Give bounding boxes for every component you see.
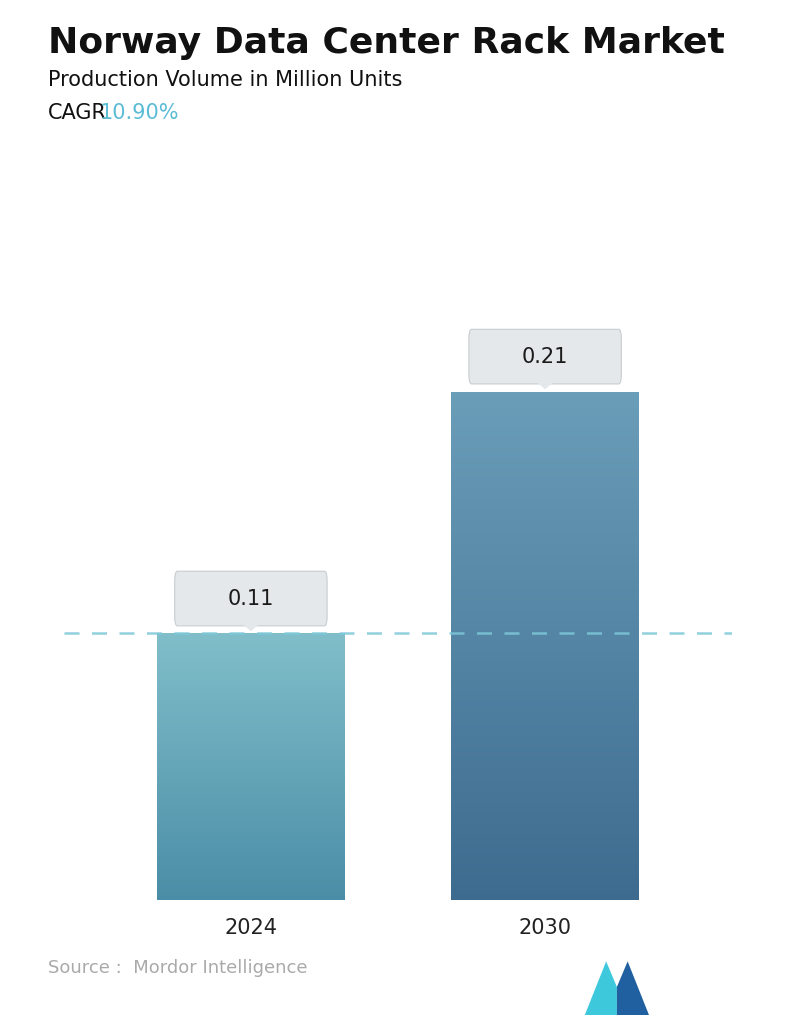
Text: CAGR: CAGR (48, 103, 107, 123)
Polygon shape (234, 616, 267, 631)
Polygon shape (529, 374, 562, 389)
Text: Source :  Mordor Intelligence: Source : Mordor Intelligence (48, 960, 307, 977)
Text: Norway Data Center Rack Market: Norway Data Center Rack Market (48, 26, 724, 60)
Text: 0.21: 0.21 (522, 346, 568, 367)
Polygon shape (617, 962, 649, 1015)
FancyBboxPatch shape (469, 329, 622, 384)
FancyBboxPatch shape (174, 571, 327, 626)
Text: 10.90%: 10.90% (100, 103, 179, 123)
Text: Production Volume in Million Units: Production Volume in Million Units (48, 70, 402, 90)
Polygon shape (584, 962, 617, 1015)
Text: 0.11: 0.11 (228, 588, 274, 609)
